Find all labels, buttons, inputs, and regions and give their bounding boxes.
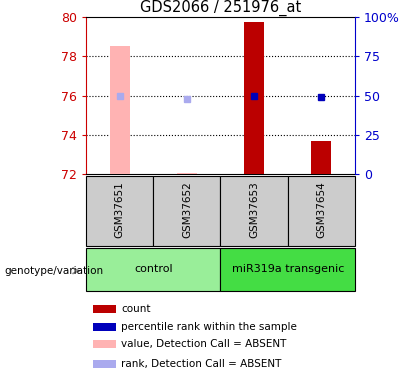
Text: miR319a transgenic: miR319a transgenic	[231, 264, 344, 274]
Bar	[86, 248, 221, 291]
Text: percentile rank within the sample: percentile rank within the sample	[121, 322, 297, 332]
Bar	[220, 248, 355, 291]
Text: rank, Detection Call = ABSENT: rank, Detection Call = ABSENT	[121, 359, 281, 369]
Bar	[110, 46, 130, 174]
Bar	[177, 173, 197, 174]
Text: genotype/variation: genotype/variation	[4, 266, 103, 276]
Bar	[93, 360, 116, 368]
Text: count: count	[121, 304, 151, 314]
Bar	[220, 176, 288, 246]
Bar	[244, 22, 264, 174]
Text: GSM37654: GSM37654	[316, 181, 326, 238]
Title: GDS2066 / 251976_at: GDS2066 / 251976_at	[140, 0, 301, 15]
Text: value, Detection Call = ABSENT: value, Detection Call = ABSENT	[121, 339, 286, 350]
Text: GSM37653: GSM37653	[249, 181, 259, 238]
Bar	[288, 176, 355, 246]
Bar	[93, 305, 116, 313]
Bar	[153, 176, 220, 246]
Text: GSM37652: GSM37652	[182, 181, 192, 238]
Text: GSM37651: GSM37651	[115, 181, 125, 238]
Bar	[93, 322, 116, 331]
Bar	[311, 141, 331, 174]
Bar	[86, 176, 153, 246]
Text: control: control	[134, 264, 173, 274]
Bar	[93, 340, 116, 348]
